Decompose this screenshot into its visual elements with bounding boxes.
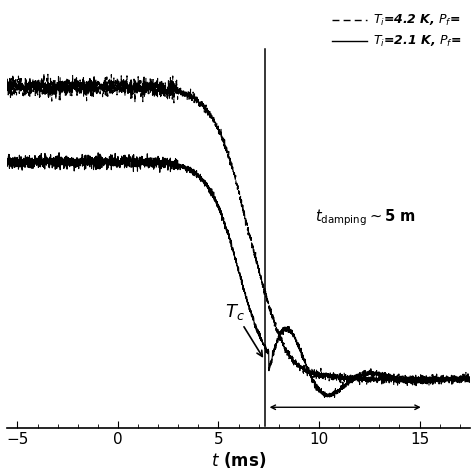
$\bm{T_i}$=4.2 K, $\bm{P_f}$= — [202, 107, 208, 112]
Text: $\mathit{t}_{\rm damping}$$\sim$5 m: $\mathit{t}_{\rm damping}$$\sim$5 m — [315, 208, 416, 228]
Line: $\bm{T_i}$=2.1 K, $\bm{P_f}$=: $\bm{T_i}$=2.1 K, $\bm{P_f}$= — [8, 153, 470, 398]
Legend: $\mathit{T_i}$=4.2 K, $\mathit{P_f}$=, $\mathit{T_i}$=2.1 K, $\mathit{P_f}$=: $\mathit{T_i}$=4.2 K, $\mathit{P_f}$=, $… — [329, 10, 464, 52]
$\bm{T_i}$=2.1 K, $\bm{P_f}$= — [199, 175, 205, 181]
$\bm{T_i}$=2.1 K, $\bm{P_f}$= — [56, 150, 62, 155]
$\bm{T_i}$=2.1 K, $\bm{P_f}$= — [341, 384, 346, 390]
Text: $\mathbf{\mathit{T}}_{\mathbf{\mathit{c}}}$: $\mathbf{\mathit{T}}_{\mathbf{\mathit{c}… — [225, 301, 262, 356]
$\bm{T_i}$=2.1 K, $\bm{P_f}$= — [5, 157, 10, 163]
$\bm{T_i}$=4.2 K, $\bm{P_f}$= — [199, 101, 205, 107]
$\bm{T_i}$=2.1 K, $\bm{P_f}$= — [224, 228, 230, 234]
X-axis label: $\mathit{t}$ (ms): $\mathit{t}$ (ms) — [211, 450, 266, 470]
$\bm{T_i}$=4.2 K, $\bm{P_f}$= — [5, 76, 10, 82]
$\bm{T_i}$=4.2 K, $\bm{P_f}$= — [467, 374, 473, 380]
$\bm{T_i}$=4.2 K, $\bm{P_f}$= — [341, 374, 346, 380]
$\bm{T_i}$=4.2 K, $\bm{P_f}$= — [224, 148, 230, 154]
$\bm{T_i}$=2.1 K, $\bm{P_f}$= — [430, 376, 436, 382]
$\bm{T_i}$=4.2 K, $\bm{P_f}$= — [453, 376, 459, 382]
$\bm{T_i}$=2.1 K, $\bm{P_f}$= — [202, 178, 208, 184]
$\bm{T_i}$=2.1 K, $\bm{P_f}$= — [453, 374, 459, 379]
$\bm{T_i}$=2.1 K, $\bm{P_f}$= — [467, 374, 473, 380]
$\bm{T_i}$=4.2 K, $\bm{P_f}$= — [430, 372, 436, 377]
Line: $\bm{T_i}$=4.2 K, $\bm{P_f}$=: $\bm{T_i}$=4.2 K, $\bm{P_f}$= — [8, 73, 470, 386]
$\bm{T_i}$=4.2 K, $\bm{P_f}$= — [41, 71, 47, 76]
$\bm{T_i}$=2.1 K, $\bm{P_f}$= — [322, 395, 328, 401]
$\bm{T_i}$=4.2 K, $\bm{P_f}$= — [426, 383, 432, 389]
